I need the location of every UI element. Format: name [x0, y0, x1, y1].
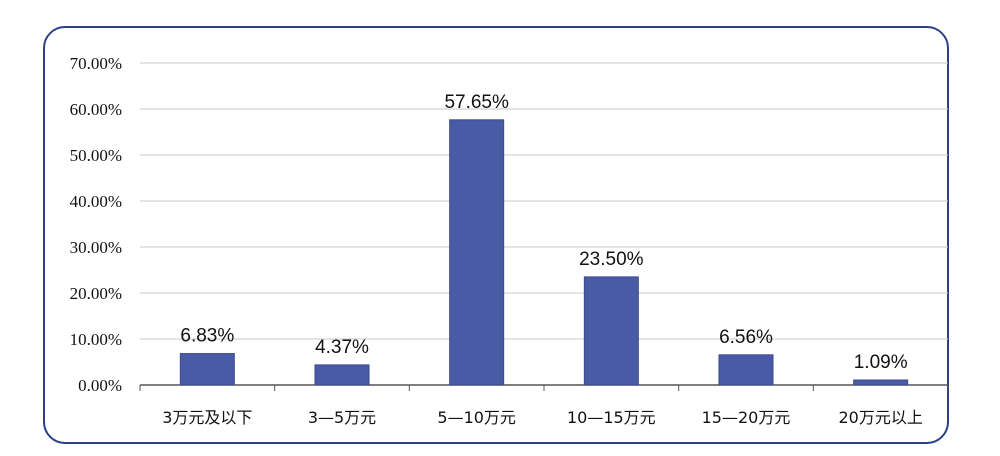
data-label: 57.65% — [444, 92, 509, 113]
category-label: 3—5万元 — [308, 408, 376, 427]
data-label: 1.09% — [854, 352, 908, 373]
bar — [718, 354, 774, 386]
category-label: 20万元以上 — [838, 408, 922, 427]
category-label: 5—10万元 — [437, 408, 516, 427]
bar — [179, 353, 235, 386]
category-label: 15—20万元 — [702, 408, 791, 427]
y-tick-label: 70.00% — [70, 54, 122, 73]
x-axis-category-labels: 3万元及以下 3—5万元 5—10万元 10—15万元 15—20万元 20万元以上 — [162, 408, 923, 427]
data-label: 6.83% — [180, 326, 234, 347]
y-axis-tick-labels: 0.00% 10.00% 20.00% 30.00% 40.00% 50.00% 60.00… — [70, 54, 122, 395]
bar — [314, 364, 370, 386]
data-label: 6.56% — [719, 327, 773, 348]
y-tick-label: 50.00% — [70, 146, 122, 165]
bar — [583, 276, 639, 386]
data-label: 4.37% — [315, 337, 369, 358]
bars — [179, 119, 909, 386]
y-tick-label: 60.00% — [70, 100, 122, 119]
category-label: 10—15万元 — [567, 408, 656, 427]
y-tick-label: 40.00% — [70, 192, 122, 211]
y-tick-label: 0.00% — [78, 376, 122, 395]
gridlines — [140, 62, 948, 340]
y-tick-label: 10.00% — [70, 330, 122, 349]
bar — [853, 379, 909, 386]
data-labels: 6.83% 4.37% 57.65% 23.50% 6.56% 1.09% — [180, 92, 907, 373]
bar — [449, 119, 505, 386]
y-tick-label: 30.00% — [70, 238, 122, 257]
y-tick-label: 20.00% — [70, 284, 122, 303]
axes — [139, 384, 949, 391]
category-label: 3万元及以下 — [162, 408, 252, 427]
data-label: 23.50% — [579, 249, 644, 270]
